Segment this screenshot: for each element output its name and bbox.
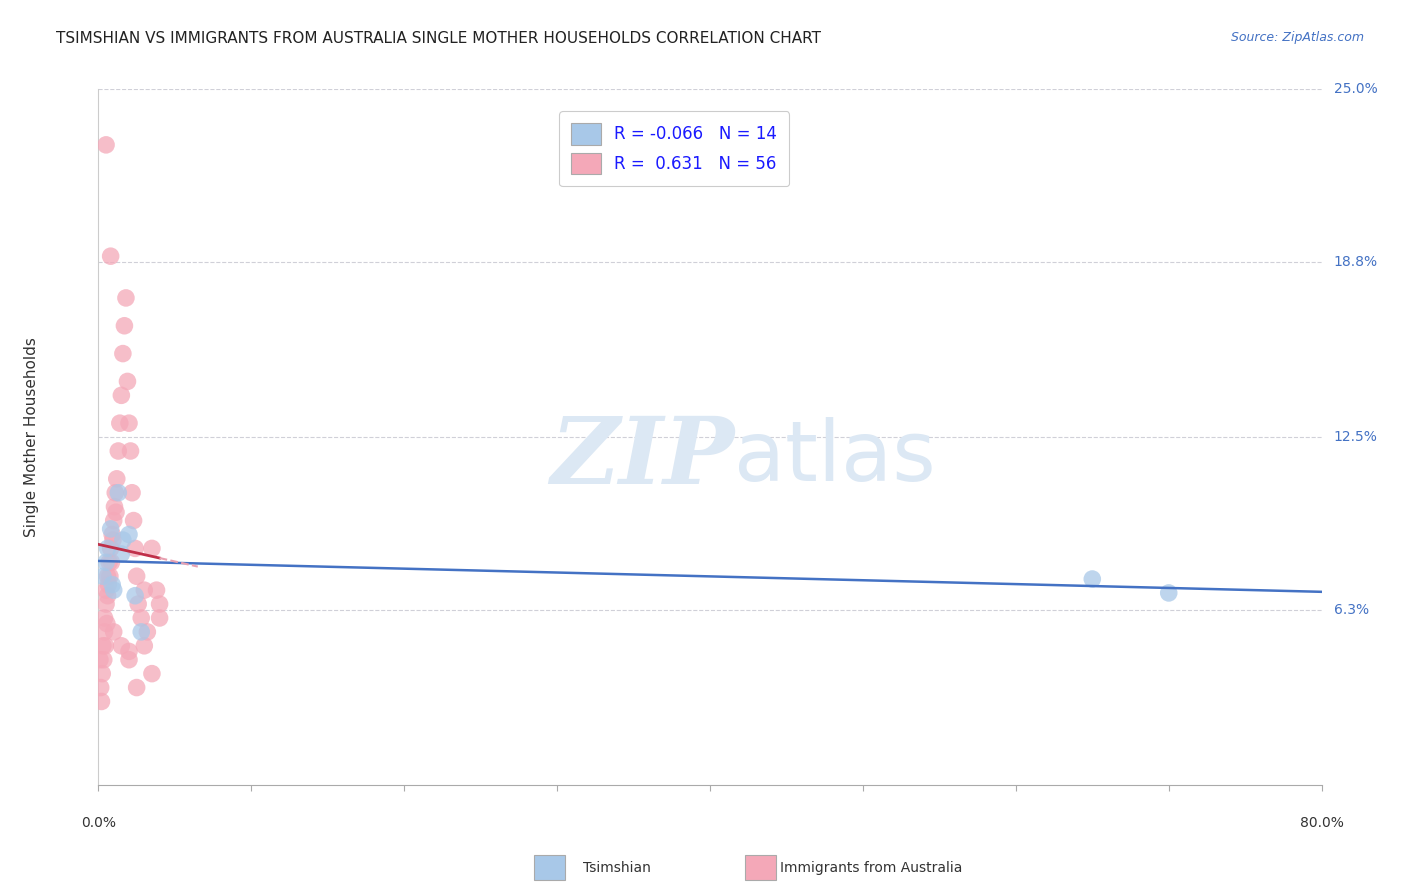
Point — [107, 485, 129, 500]
Point — [100, 249, 122, 263]
Point — [110, 388, 132, 402]
Point — [110, 639, 132, 653]
Point — [101, 577, 124, 591]
Point — [118, 644, 141, 658]
Point — [94, 137, 117, 152]
Point — [97, 589, 120, 603]
Point — [98, 555, 121, 569]
Point — [93, 653, 115, 667]
Point — [117, 375, 139, 389]
Point — [101, 533, 124, 547]
Point — [1081, 572, 1104, 586]
Text: atlas: atlas — [734, 417, 936, 499]
Point — [145, 583, 167, 598]
Point — [93, 611, 115, 625]
Point — [118, 527, 141, 541]
Text: 25.0%: 25.0% — [1334, 82, 1378, 96]
Point — [91, 666, 114, 681]
Point — [136, 624, 159, 639]
Point — [118, 653, 141, 667]
Point — [124, 541, 146, 556]
Point — [103, 500, 125, 514]
Point — [98, 569, 121, 583]
Point — [94, 597, 117, 611]
Point — [111, 346, 134, 360]
Point — [100, 541, 122, 556]
Point — [97, 569, 120, 583]
Point — [129, 624, 152, 639]
Point — [103, 624, 125, 639]
Point — [115, 291, 138, 305]
Point — [122, 514, 145, 528]
Point — [93, 624, 115, 639]
Text: 18.8%: 18.8% — [1334, 255, 1378, 268]
Point — [134, 583, 156, 598]
Point — [129, 611, 152, 625]
Point — [141, 541, 163, 556]
Point — [97, 541, 120, 556]
Point — [111, 533, 134, 547]
Point — [149, 611, 172, 625]
Text: 6.3%: 6.3% — [1334, 603, 1369, 616]
Point — [141, 666, 163, 681]
Point — [110, 547, 132, 561]
Point — [89, 653, 111, 667]
Point — [96, 616, 118, 631]
Text: Source: ZipAtlas.com: Source: ZipAtlas.com — [1230, 31, 1364, 45]
Point — [103, 514, 125, 528]
Point — [120, 444, 142, 458]
Point — [101, 527, 124, 541]
Point — [107, 444, 129, 458]
Text: 80.0%: 80.0% — [1299, 816, 1344, 830]
Point — [90, 681, 112, 695]
Point — [91, 569, 114, 583]
Point — [1157, 586, 1180, 600]
Point — [118, 416, 141, 430]
Text: 0.0%: 0.0% — [82, 816, 115, 830]
Point — [125, 681, 148, 695]
Text: Single Mother Households: Single Mother Households — [24, 337, 38, 537]
Point — [149, 597, 172, 611]
Point — [100, 522, 122, 536]
Point — [94, 583, 117, 598]
Text: TSIMSHIAN VS IMMIGRANTS FROM AUSTRALIA SINGLE MOTHER HOUSEHOLDS CORRELATION CHAR: TSIMSHIAN VS IMMIGRANTS FROM AUSTRALIA S… — [56, 31, 821, 46]
Point — [100, 555, 122, 569]
Point — [112, 318, 135, 333]
Point — [97, 577, 120, 591]
Text: ZIP: ZIP — [550, 413, 734, 503]
Point — [105, 472, 128, 486]
Point — [134, 639, 156, 653]
Point — [103, 583, 125, 598]
Legend: R = -0.066   N = 14, R =  0.631   N = 56: R = -0.066 N = 14, R = 0.631 N = 56 — [560, 112, 789, 186]
Text: Tsimshian: Tsimshian — [583, 861, 651, 875]
Point — [127, 597, 149, 611]
Point — [94, 555, 117, 569]
Point — [105, 505, 128, 519]
Text: 12.5%: 12.5% — [1334, 430, 1378, 444]
Point — [124, 589, 146, 603]
Point — [90, 694, 112, 708]
Point — [108, 416, 131, 430]
Point — [121, 485, 143, 500]
Point — [94, 639, 117, 653]
Point — [104, 485, 127, 500]
Text: Immigrants from Australia: Immigrants from Australia — [780, 861, 963, 875]
Point — [125, 569, 148, 583]
Point — [91, 639, 114, 653]
